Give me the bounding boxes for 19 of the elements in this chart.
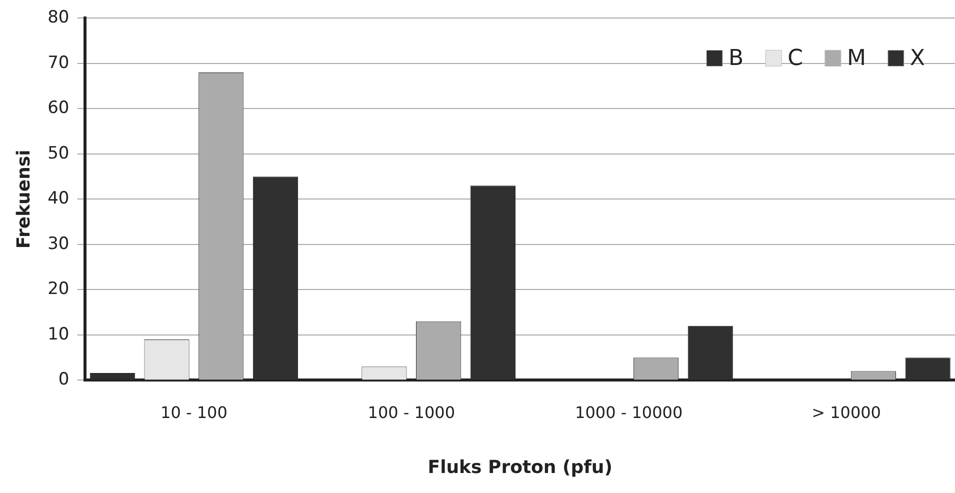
y-tick-label: 0 xyxy=(58,370,70,390)
x-tick-label: 100 - 1000 xyxy=(368,402,455,422)
legend-label: C xyxy=(788,46,803,71)
y-tick-label: 10 xyxy=(48,324,70,344)
x-tick-label: > 10000 xyxy=(812,402,881,422)
y-tick-label: 50 xyxy=(48,143,70,164)
y-tick-label: 80 xyxy=(48,8,70,28)
legend-label: X xyxy=(910,46,926,71)
y-tick-label: 40 xyxy=(48,188,70,209)
y-axis-title: Frekuensi xyxy=(13,150,34,249)
y-tick-label: 20 xyxy=(48,279,70,300)
y-tick-label: 70 xyxy=(48,52,70,73)
x-axis-title: Fluks Proton (pfu) xyxy=(428,456,612,478)
legend-label: M xyxy=(846,46,866,71)
x-tick-label: 10 - 100 xyxy=(160,402,228,422)
x-tick-label: 1000 - 10000 xyxy=(575,402,683,422)
y-tick-label: 30 xyxy=(48,234,70,254)
legend-label: B xyxy=(728,46,744,71)
y-tick-label: 60 xyxy=(48,98,70,118)
